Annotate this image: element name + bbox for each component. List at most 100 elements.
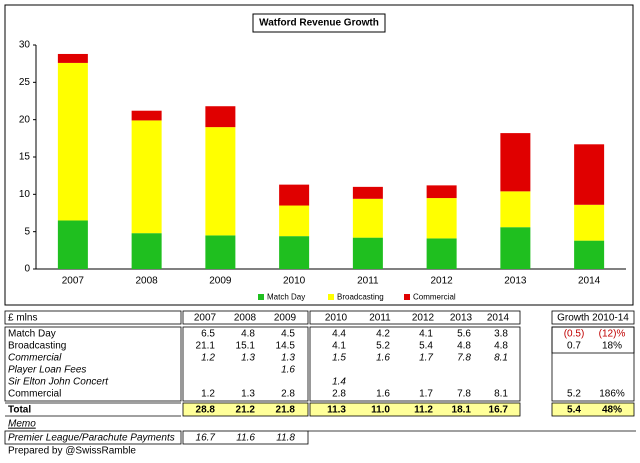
table-cell: 11.2 — [414, 405, 433, 416]
bar-segment — [57, 220, 88, 269]
bar-segment — [131, 120, 162, 234]
table-cell: 14.5 — [276, 341, 296, 352]
table-cell: 5.4 — [419, 341, 433, 352]
legend-label: Commercial — [413, 293, 456, 302]
legend-swatch — [404, 294, 410, 300]
table-cell: 6.5 — [201, 329, 215, 340]
x-tick-label: 2008 — [136, 276, 159, 287]
table-cell: 11.0 — [371, 405, 390, 416]
bar-segment — [279, 236, 310, 269]
legend-swatch — [328, 294, 334, 300]
table-cell: 5.2 — [567, 389, 581, 400]
table-cell: 1.3 — [241, 389, 255, 400]
table-cell: 4.5 — [281, 329, 295, 340]
x-tick-label: 2007 — [62, 276, 85, 287]
row-label: Broadcasting — [8, 341, 66, 352]
table-cell: 7.8 — [457, 389, 471, 400]
y-tick-label: 30 — [19, 40, 31, 51]
table-cell: 186% — [599, 389, 625, 400]
table-cell: 8.1 — [494, 389, 508, 400]
table-cell: 7.8 — [457, 353, 471, 364]
table-header-label: £ mlns — [8, 313, 37, 324]
table-cell: 5.2 — [376, 341, 390, 352]
memo-cell: 11.6 — [236, 433, 255, 444]
chart-title: Watford Revenue Growth — [259, 18, 379, 29]
legend-swatch — [258, 294, 264, 300]
y-tick-label: 10 — [19, 189, 31, 200]
table-cell: 8.1 — [494, 353, 508, 364]
bar-segment — [57, 62, 88, 221]
bar-segment — [426, 198, 457, 239]
title-box — [252, 13, 386, 33]
bar-segment — [205, 106, 236, 128]
bar-segment — [131, 233, 162, 269]
bar-segment — [205, 235, 236, 269]
memo-cell: 11.8 — [276, 433, 295, 444]
y-tick-label: 20 — [19, 114, 31, 125]
table-cell: 4.8 — [457, 341, 471, 352]
bar-segment — [279, 205, 310, 237]
table-cell: 1.3 — [281, 353, 295, 364]
row-label: Commercial — [8, 353, 62, 364]
table-cell: 4.4 — [332, 329, 346, 340]
table-cell: 28.8 — [196, 405, 216, 416]
bar-segment — [131, 110, 162, 121]
table-cell: 1.4 — [332, 377, 346, 388]
table-cell: 1.2 — [201, 389, 215, 400]
row-label: Total — [8, 405, 31, 416]
x-tick-label: 2012 — [431, 276, 454, 287]
row-label: Commercial — [8, 389, 61, 400]
row-label: Match Day — [8, 329, 56, 340]
table-cell: 1.7 — [419, 389, 433, 400]
table-frame — [4, 310, 635, 402]
table-cell: 2.8 — [281, 389, 295, 400]
x-tick-label: 2011 — [357, 276, 379, 287]
bar-segment — [205, 127, 236, 236]
table-cell: (0.5) — [564, 329, 585, 340]
table-cell: 15.1 — [236, 341, 256, 352]
table-header-year: 2011 — [369, 313, 391, 324]
table-cell: 0.7 — [567, 341, 581, 352]
table-cell: 21.1 — [196, 341, 216, 352]
bar-segment — [426, 185, 457, 199]
chart-frame — [4, 4, 634, 306]
table-cell: 1.2 — [201, 353, 215, 364]
legend-label: Broadcasting — [337, 293, 384, 302]
table-cell: 48% — [602, 405, 622, 416]
table-cell: 4.2 — [376, 329, 390, 340]
table-cell: 21.8 — [276, 405, 296, 416]
y-tick-label: 15 — [19, 152, 31, 163]
bar-segment — [57, 53, 88, 63]
table-header-year: 2007 — [194, 313, 217, 324]
row-label: Sir Elton John Concert — [8, 377, 109, 388]
table-cell: 1.6 — [376, 389, 390, 400]
table-cell: 5.4 — [567, 405, 581, 416]
x-tick-label: 2010 — [283, 276, 306, 287]
y-tick-label: 0 — [24, 264, 30, 275]
row-label: Player Loan Fees — [8, 365, 86, 376]
table-cell: 1.7 — [419, 353, 433, 364]
table-cell: 11.3 — [327, 405, 346, 416]
table-header-year: 2008 — [234, 313, 257, 324]
table-cell: 18.1 — [452, 405, 472, 416]
table-cell: 18% — [602, 341, 622, 352]
bar-segment — [426, 238, 457, 269]
table-header-year: 2014 — [487, 313, 510, 324]
memo-label: Memo — [8, 419, 36, 430]
table-cell: 1.5 — [332, 353, 346, 364]
memo-row-label: Premier League/Parachute Payments — [8, 433, 175, 444]
table-cell: 16.7 — [489, 405, 509, 416]
memo-frame — [4, 430, 636, 445]
bar-segment — [352, 198, 383, 238]
legend-label: Match Day — [267, 293, 305, 302]
table-cell: 1.3 — [241, 353, 255, 364]
table-cell: 4.1 — [419, 329, 433, 340]
table-cell: 1.6 — [376, 353, 390, 364]
y-tick-label: 25 — [19, 77, 31, 88]
x-tick-label: 2014 — [578, 276, 601, 287]
table-cell: 4.8 — [494, 341, 508, 352]
table-header-year: 2009 — [274, 313, 297, 324]
memo-cell: 16.7 — [196, 433, 216, 444]
bar-segment — [279, 184, 310, 206]
